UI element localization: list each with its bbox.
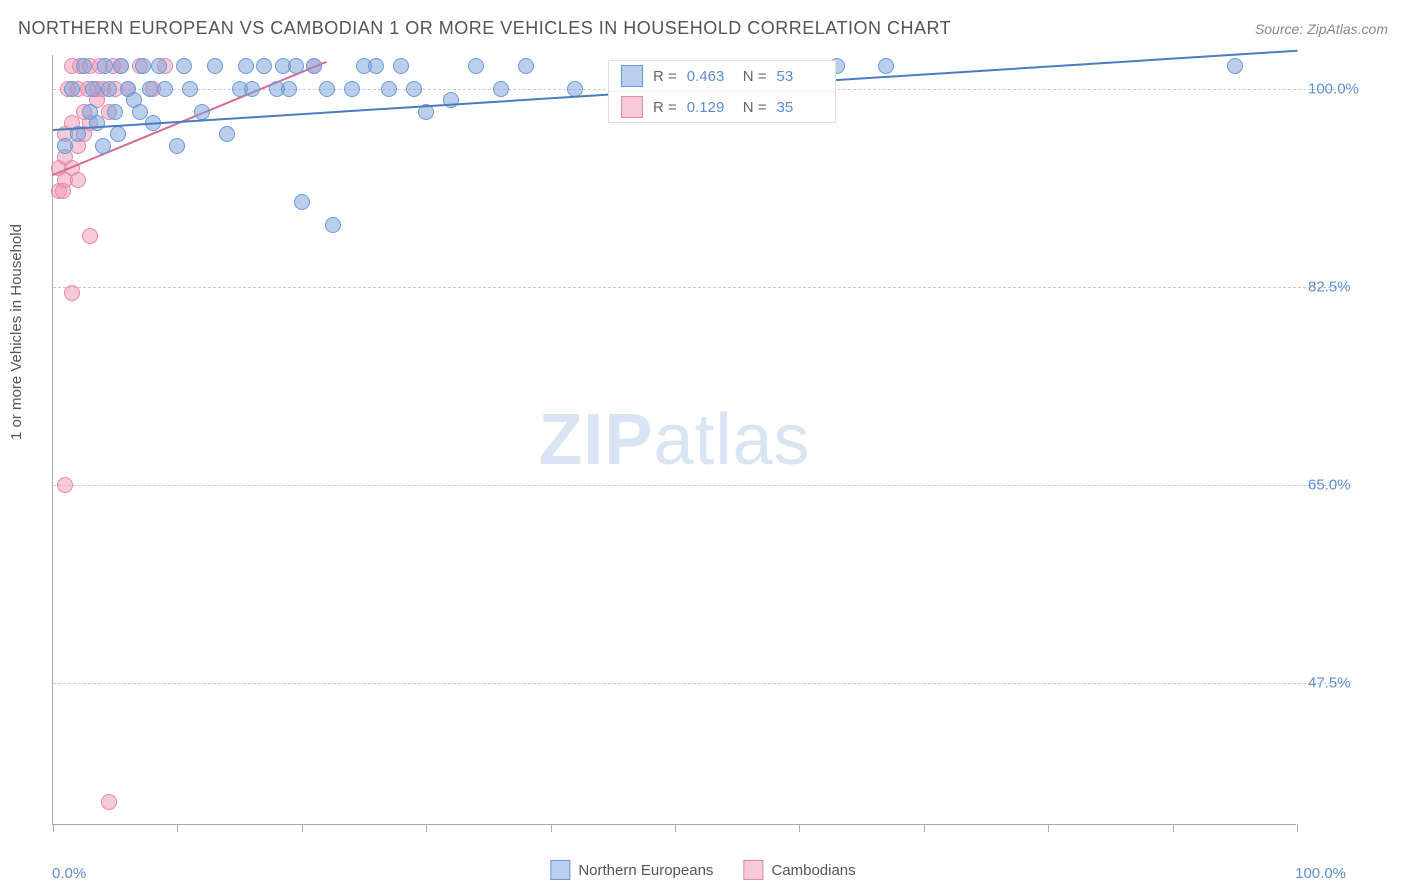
scatter-point: [82, 228, 98, 244]
scatter-point: [368, 58, 384, 74]
chart-title: NORTHERN EUROPEAN VS CAMBODIAN 1 OR MORE…: [18, 18, 951, 39]
series-legend-item-a: Northern Europeans: [550, 860, 713, 880]
scatter-point: [306, 58, 322, 74]
series-swatch-b: [743, 860, 763, 880]
scatter-point: [406, 81, 422, 97]
scatter-point: [325, 217, 341, 233]
scatter-point: [219, 126, 235, 142]
x-axis-max-label: 100.0%: [1295, 865, 1346, 882]
correlation-legend: R = 0.463 N = 53 R = 0.129 N = 35: [608, 60, 836, 123]
watermark-zip: ZIP: [538, 400, 653, 480]
scatter-point: [238, 58, 254, 74]
legend-swatch-b: [621, 96, 643, 118]
scatter-point: [1227, 58, 1243, 74]
x-tick: [1048, 824, 1049, 832]
gridline: [53, 287, 1346, 288]
x-tick: [675, 824, 676, 832]
legend-n-label-a: N =: [743, 68, 767, 85]
scatter-point: [518, 58, 534, 74]
scatter-point: [468, 58, 484, 74]
scatter-point: [151, 58, 167, 74]
series-legend-item-b: Cambodians: [743, 860, 855, 880]
scatter-point: [207, 58, 223, 74]
series-swatch-a: [550, 860, 570, 880]
watermark-atlas: atlas: [653, 400, 810, 480]
y-axis-label: 1 or more Vehicles in Household: [8, 224, 25, 440]
scatter-point: [493, 81, 509, 97]
legend-r-label-a: R =: [653, 68, 677, 85]
x-tick: [799, 824, 800, 832]
scatter-point: [57, 477, 73, 493]
legend-r-value-b: 0.129: [687, 99, 733, 116]
scatter-point: [142, 81, 158, 97]
scatter-point: [64, 81, 80, 97]
x-axis-min-label: 0.0%: [52, 865, 86, 882]
scatter-point: [319, 81, 335, 97]
scatter-point: [182, 81, 198, 97]
x-tick: [302, 824, 303, 832]
scatter-point: [113, 58, 129, 74]
gridline: [53, 485, 1346, 486]
scatter-point: [64, 285, 80, 301]
scatter-point: [101, 794, 117, 810]
x-tick: [1173, 824, 1174, 832]
legend-n-value-b: 35: [777, 99, 823, 116]
scatter-point: [57, 138, 73, 154]
legend-row-a: R = 0.463 N = 53: [609, 61, 835, 92]
x-tick: [551, 824, 552, 832]
scatter-point: [288, 58, 304, 74]
scatter-point: [107, 104, 123, 120]
legend-swatch-a: [621, 65, 643, 87]
scatter-point: [169, 138, 185, 154]
scatter-point: [294, 194, 310, 210]
legend-n-label-b: N =: [743, 99, 767, 116]
scatter-point: [878, 58, 894, 74]
scatter-point: [110, 126, 126, 142]
y-tick-label: 100.0%: [1308, 80, 1396, 97]
scatter-point: [176, 58, 192, 74]
scatter-point: [97, 58, 113, 74]
x-tick: [1297, 824, 1298, 832]
gridline: [53, 683, 1346, 684]
y-tick-label: 47.5%: [1308, 675, 1396, 692]
series-label-a: Northern Europeans: [578, 862, 713, 879]
scatter-point: [194, 104, 210, 120]
scatter-point: [70, 172, 86, 188]
chart-plot-area: ZIPatlas: [52, 55, 1296, 825]
scatter-point: [244, 81, 260, 97]
legend-row-b: R = 0.129 N = 35: [609, 92, 835, 122]
series-label-b: Cambodians: [771, 862, 855, 879]
scatter-point: [281, 81, 297, 97]
y-tick-label: 82.5%: [1308, 279, 1396, 296]
scatter-point: [135, 58, 151, 74]
scatter-point: [256, 58, 272, 74]
watermark: ZIPatlas: [538, 399, 810, 481]
legend-r-value-a: 0.463: [687, 68, 733, 85]
scatter-point: [76, 58, 92, 74]
scatter-point: [95, 138, 111, 154]
x-tick: [53, 824, 54, 832]
x-tick: [924, 824, 925, 832]
source-attribution: Source: ZipAtlas.com: [1255, 21, 1388, 37]
legend-n-value-a: 53: [777, 68, 823, 85]
x-tick: [177, 824, 178, 832]
scatter-point: [381, 81, 397, 97]
scatter-point: [393, 58, 409, 74]
legend-r-label-b: R =: [653, 99, 677, 116]
scatter-point: [101, 81, 117, 97]
scatter-point: [344, 81, 360, 97]
series-legend: Northern Europeans Cambodians: [550, 860, 855, 880]
y-tick-label: 65.0%: [1308, 477, 1396, 494]
x-tick: [426, 824, 427, 832]
scatter-point: [85, 81, 101, 97]
scatter-point: [157, 81, 173, 97]
